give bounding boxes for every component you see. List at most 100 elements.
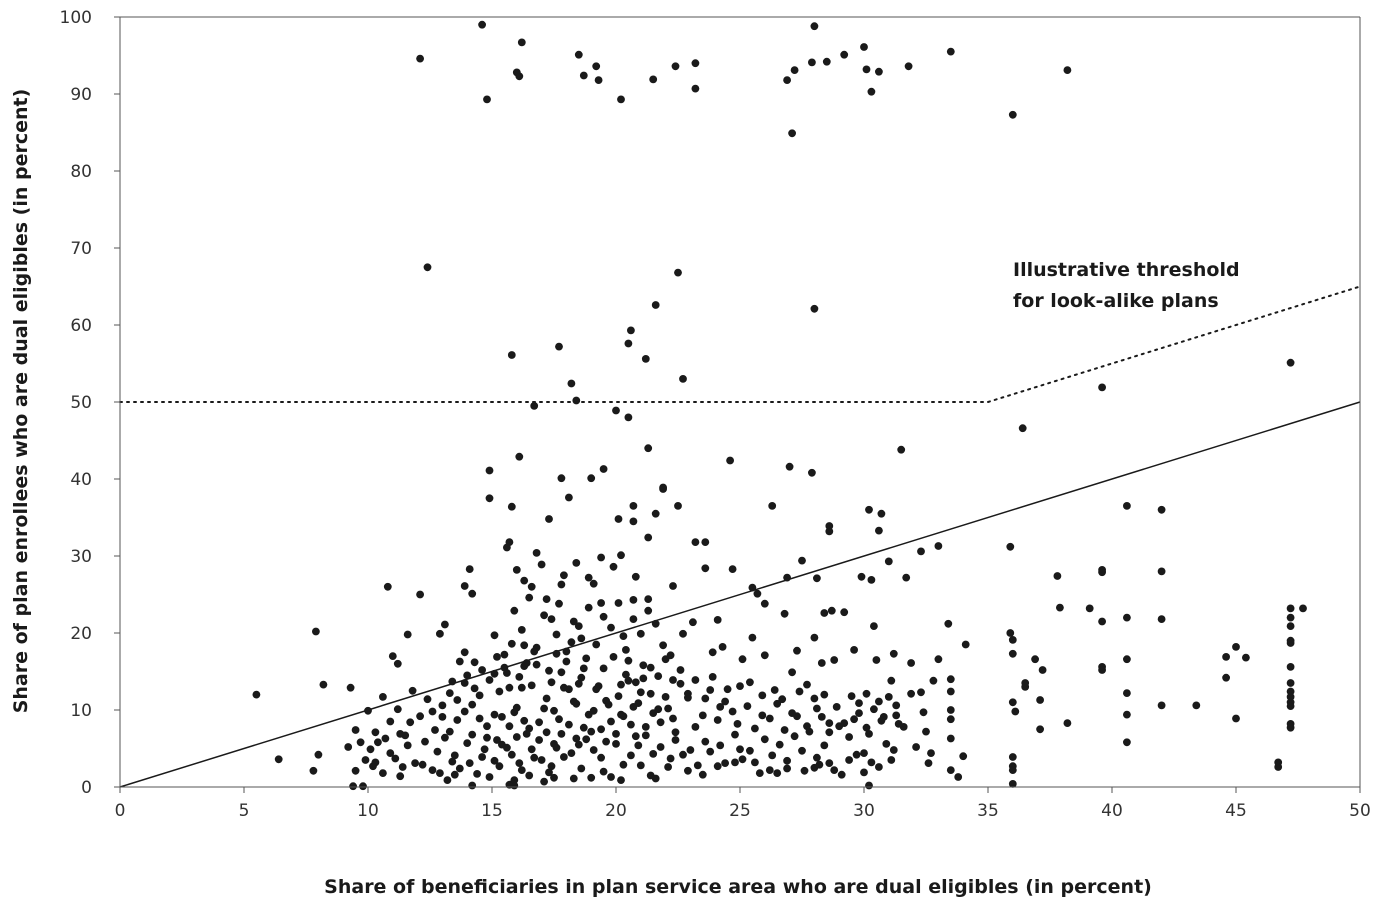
- data-point: [535, 718, 543, 727]
- data-point: [532, 660, 541, 669]
- data-point: [810, 304, 819, 313]
- data-point: [569, 617, 578, 626]
- data-point: [671, 736, 680, 744]
- data-point: [820, 741, 829, 750]
- data-points: [252, 20, 1307, 791]
- data-point: [478, 753, 486, 761]
- data-point: [460, 679, 469, 687]
- data-point: [765, 714, 774, 723]
- data-point: [746, 678, 754, 687]
- data-point: [527, 681, 536, 690]
- data-point: [684, 693, 692, 702]
- data-point: [644, 606, 653, 615]
- data-point: [1123, 613, 1131, 622]
- data-point: [540, 704, 548, 713]
- data-point: [589, 746, 598, 754]
- data-point: [475, 691, 484, 700]
- data-point: [560, 753, 568, 761]
- data-point: [512, 733, 521, 741]
- data-point: [416, 590, 424, 599]
- data-point: [602, 737, 610, 746]
- data-point: [614, 692, 623, 700]
- data-point: [679, 629, 687, 638]
- data-point: [808, 468, 816, 477]
- data-point: [383, 582, 392, 591]
- data-point: [356, 738, 365, 747]
- data-point: [738, 755, 747, 764]
- data-point: [676, 679, 685, 688]
- data-point: [1286, 636, 1295, 645]
- data-point: [651, 509, 660, 518]
- data-point: [721, 759, 729, 767]
- data-point: [1063, 719, 1072, 727]
- data-point: [723, 685, 732, 694]
- data-point: [1008, 698, 1017, 707]
- data-point: [478, 20, 486, 29]
- data-point: [612, 730, 620, 738]
- data-point: [825, 719, 834, 727]
- data-point: [748, 583, 757, 592]
- data-point: [515, 452, 524, 461]
- data-point: [631, 732, 640, 741]
- data-point: [416, 712, 424, 721]
- data-point: [468, 589, 477, 598]
- data-point: [470, 658, 479, 667]
- data-point: [760, 651, 769, 660]
- data-point: [644, 444, 653, 453]
- data-point: [344, 743, 353, 751]
- data-point: [803, 680, 811, 689]
- data-point: [661, 655, 670, 664]
- data-point: [1192, 701, 1201, 710]
- data-point: [902, 573, 911, 582]
- data-point: [567, 749, 576, 757]
- data-point: [455, 657, 464, 666]
- data-point: [1222, 653, 1230, 661]
- data-point: [636, 688, 645, 697]
- data-point: [641, 355, 650, 363]
- data-point: [443, 776, 452, 784]
- data-point: [795, 687, 804, 696]
- data-point: [617, 680, 625, 689]
- data-point: [441, 620, 449, 629]
- data-point: [408, 686, 417, 695]
- data-point: [676, 666, 685, 674]
- data-point: [493, 736, 501, 744]
- data-point: [904, 62, 913, 71]
- data-point: [860, 768, 868, 777]
- data-point: [1157, 701, 1166, 710]
- data-point: [619, 712, 628, 721]
- data-point: [577, 764, 586, 773]
- data-point: [423, 263, 432, 272]
- data-point: [485, 676, 494, 684]
- reference-lines: [119, 285, 1361, 788]
- data-point: [525, 724, 534, 733]
- data-point: [798, 556, 806, 565]
- data-point: [1286, 358, 1295, 367]
- data-point: [406, 718, 415, 727]
- data-point: [364, 706, 372, 715]
- data-point: [569, 774, 578, 783]
- data-point: [453, 696, 462, 704]
- data-point: [505, 722, 514, 731]
- data-point: [830, 766, 839, 774]
- data-point: [540, 611, 548, 620]
- data-point: [617, 776, 625, 784]
- data-point: [845, 756, 853, 764]
- data-point: [569, 697, 578, 706]
- data-point: [855, 709, 863, 717]
- data-point: [386, 717, 395, 726]
- data-point: [617, 551, 625, 560]
- data-point: [651, 301, 660, 309]
- x-tick-label: 35: [977, 801, 999, 821]
- data-point: [530, 647, 539, 656]
- data-point: [396, 772, 405, 781]
- data-point: [510, 776, 519, 784]
- data-point: [698, 711, 707, 720]
- data-point: [542, 728, 551, 737]
- data-point: [319, 680, 328, 689]
- data-point: [535, 736, 543, 744]
- data-point: [537, 560, 546, 569]
- data-point: [743, 702, 752, 710]
- data-point: [485, 773, 494, 781]
- data-point: [768, 502, 777, 510]
